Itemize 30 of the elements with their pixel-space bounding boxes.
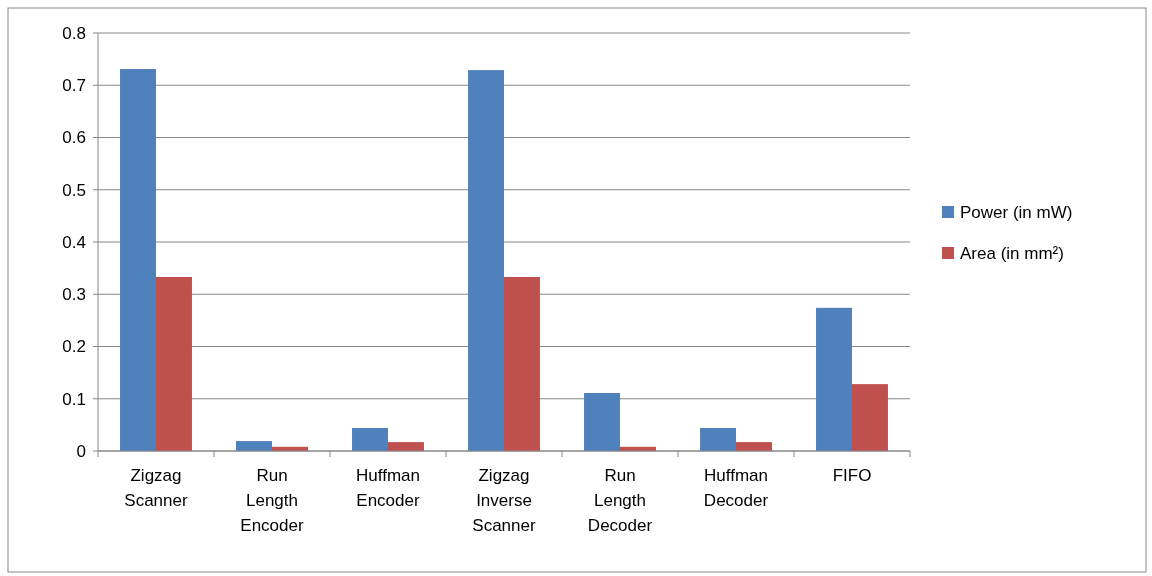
legend-label: Power (in mW) — [960, 202, 1073, 222]
bar — [352, 428, 388, 451]
y-tick-label: 0.5 — [62, 180, 86, 200]
x-tick-label: Run Length Decoder — [587, 466, 653, 535]
bar — [816, 307, 852, 451]
bar — [700, 428, 736, 451]
x-tick-label: FIFO — [832, 466, 872, 485]
x-tick-label: Zigzag Scanner — [124, 466, 188, 510]
y-tick-label: 0.2 — [62, 337, 86, 357]
y-tick-label: 0.7 — [62, 76, 86, 96]
y-tick-label: 0.1 — [62, 389, 86, 409]
bar — [388, 442, 424, 451]
bar — [504, 277, 540, 451]
x-tick-label: Zigzag Inverse Scanner — [472, 466, 536, 535]
bar — [156, 277, 192, 451]
y-tick-label: 0.4 — [62, 232, 86, 252]
x-tick-label: Huffman Decoder — [703, 466, 769, 510]
bar — [584, 393, 620, 451]
bar — [852, 384, 888, 451]
bar — [468, 70, 504, 451]
y-tick-label: 0.8 — [62, 23, 86, 43]
legend-label: Area (in mm²) — [960, 243, 1064, 263]
x-tick-label: Huffman Encoder — [356, 466, 420, 510]
bar — [736, 442, 772, 451]
bar — [236, 441, 272, 451]
bar — [120, 69, 156, 451]
x-tick-label: Run Length Encoder — [240, 466, 304, 535]
y-tick-label: 0.6 — [62, 128, 86, 148]
y-tick-label: 0.3 — [62, 285, 86, 305]
y-tick-label: 0 — [76, 441, 86, 461]
